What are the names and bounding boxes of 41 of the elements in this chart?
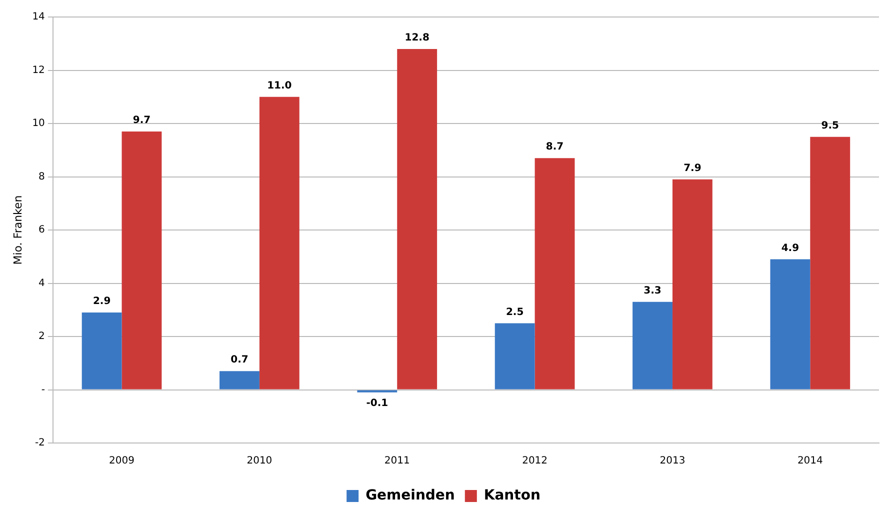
y-tick-label: 10 bbox=[32, 118, 45, 130]
data-label: 11.0 bbox=[267, 80, 292, 92]
y-tick-label: 12 bbox=[32, 64, 45, 76]
data-label: -0.1 bbox=[366, 398, 388, 409]
bar bbox=[122, 131, 162, 390]
data-label: 9.7 bbox=[132, 115, 151, 126]
y-tick-label: -2 bbox=[34, 438, 45, 449]
x-tick-label: 2012 bbox=[522, 456, 548, 467]
bar bbox=[397, 48, 438, 390]
y-tick-label: 8 bbox=[38, 171, 45, 182]
bar bbox=[770, 259, 810, 390]
bar bbox=[494, 323, 535, 390]
data-label: 7.9 bbox=[684, 163, 702, 174]
data-label: 2.5 bbox=[506, 306, 524, 318]
x-tick-label: 2011 bbox=[384, 456, 410, 467]
bar bbox=[534, 158, 575, 390]
y-tick-label: 4 bbox=[38, 278, 45, 289]
y-axis-title: Mio. Franken bbox=[11, 195, 24, 265]
x-tick-label: 2010 bbox=[246, 456, 272, 467]
legend-label: Kanton bbox=[484, 488, 540, 504]
y-tick-label: 14 bbox=[32, 12, 45, 23]
data-label: 3.3 bbox=[644, 285, 662, 296]
bar bbox=[632, 302, 672, 390]
x-tick-label: 2013 bbox=[660, 456, 686, 467]
y-tick-label: 6 bbox=[38, 224, 45, 236]
bar bbox=[259, 96, 300, 390]
bar bbox=[672, 179, 712, 390]
data-label: 4.9 bbox=[781, 242, 800, 254]
y-tick-label: 2 bbox=[38, 331, 45, 342]
data-label: 8.7 bbox=[546, 142, 564, 153]
y-tick-label: - bbox=[41, 384, 46, 396]
data-label: 2.9 bbox=[92, 296, 111, 308]
legend-label: Gemeinden bbox=[366, 488, 455, 504]
data-label: 0.7 bbox=[230, 354, 248, 366]
data-label: 12.8 bbox=[404, 32, 430, 44]
bar bbox=[220, 371, 260, 390]
x-tick-label: 2014 bbox=[797, 456, 823, 467]
x-tick-label: 2009 bbox=[109, 456, 134, 467]
bar bbox=[82, 312, 122, 390]
bar bbox=[810, 136, 850, 390]
data-label: 9.5 bbox=[821, 120, 840, 132]
